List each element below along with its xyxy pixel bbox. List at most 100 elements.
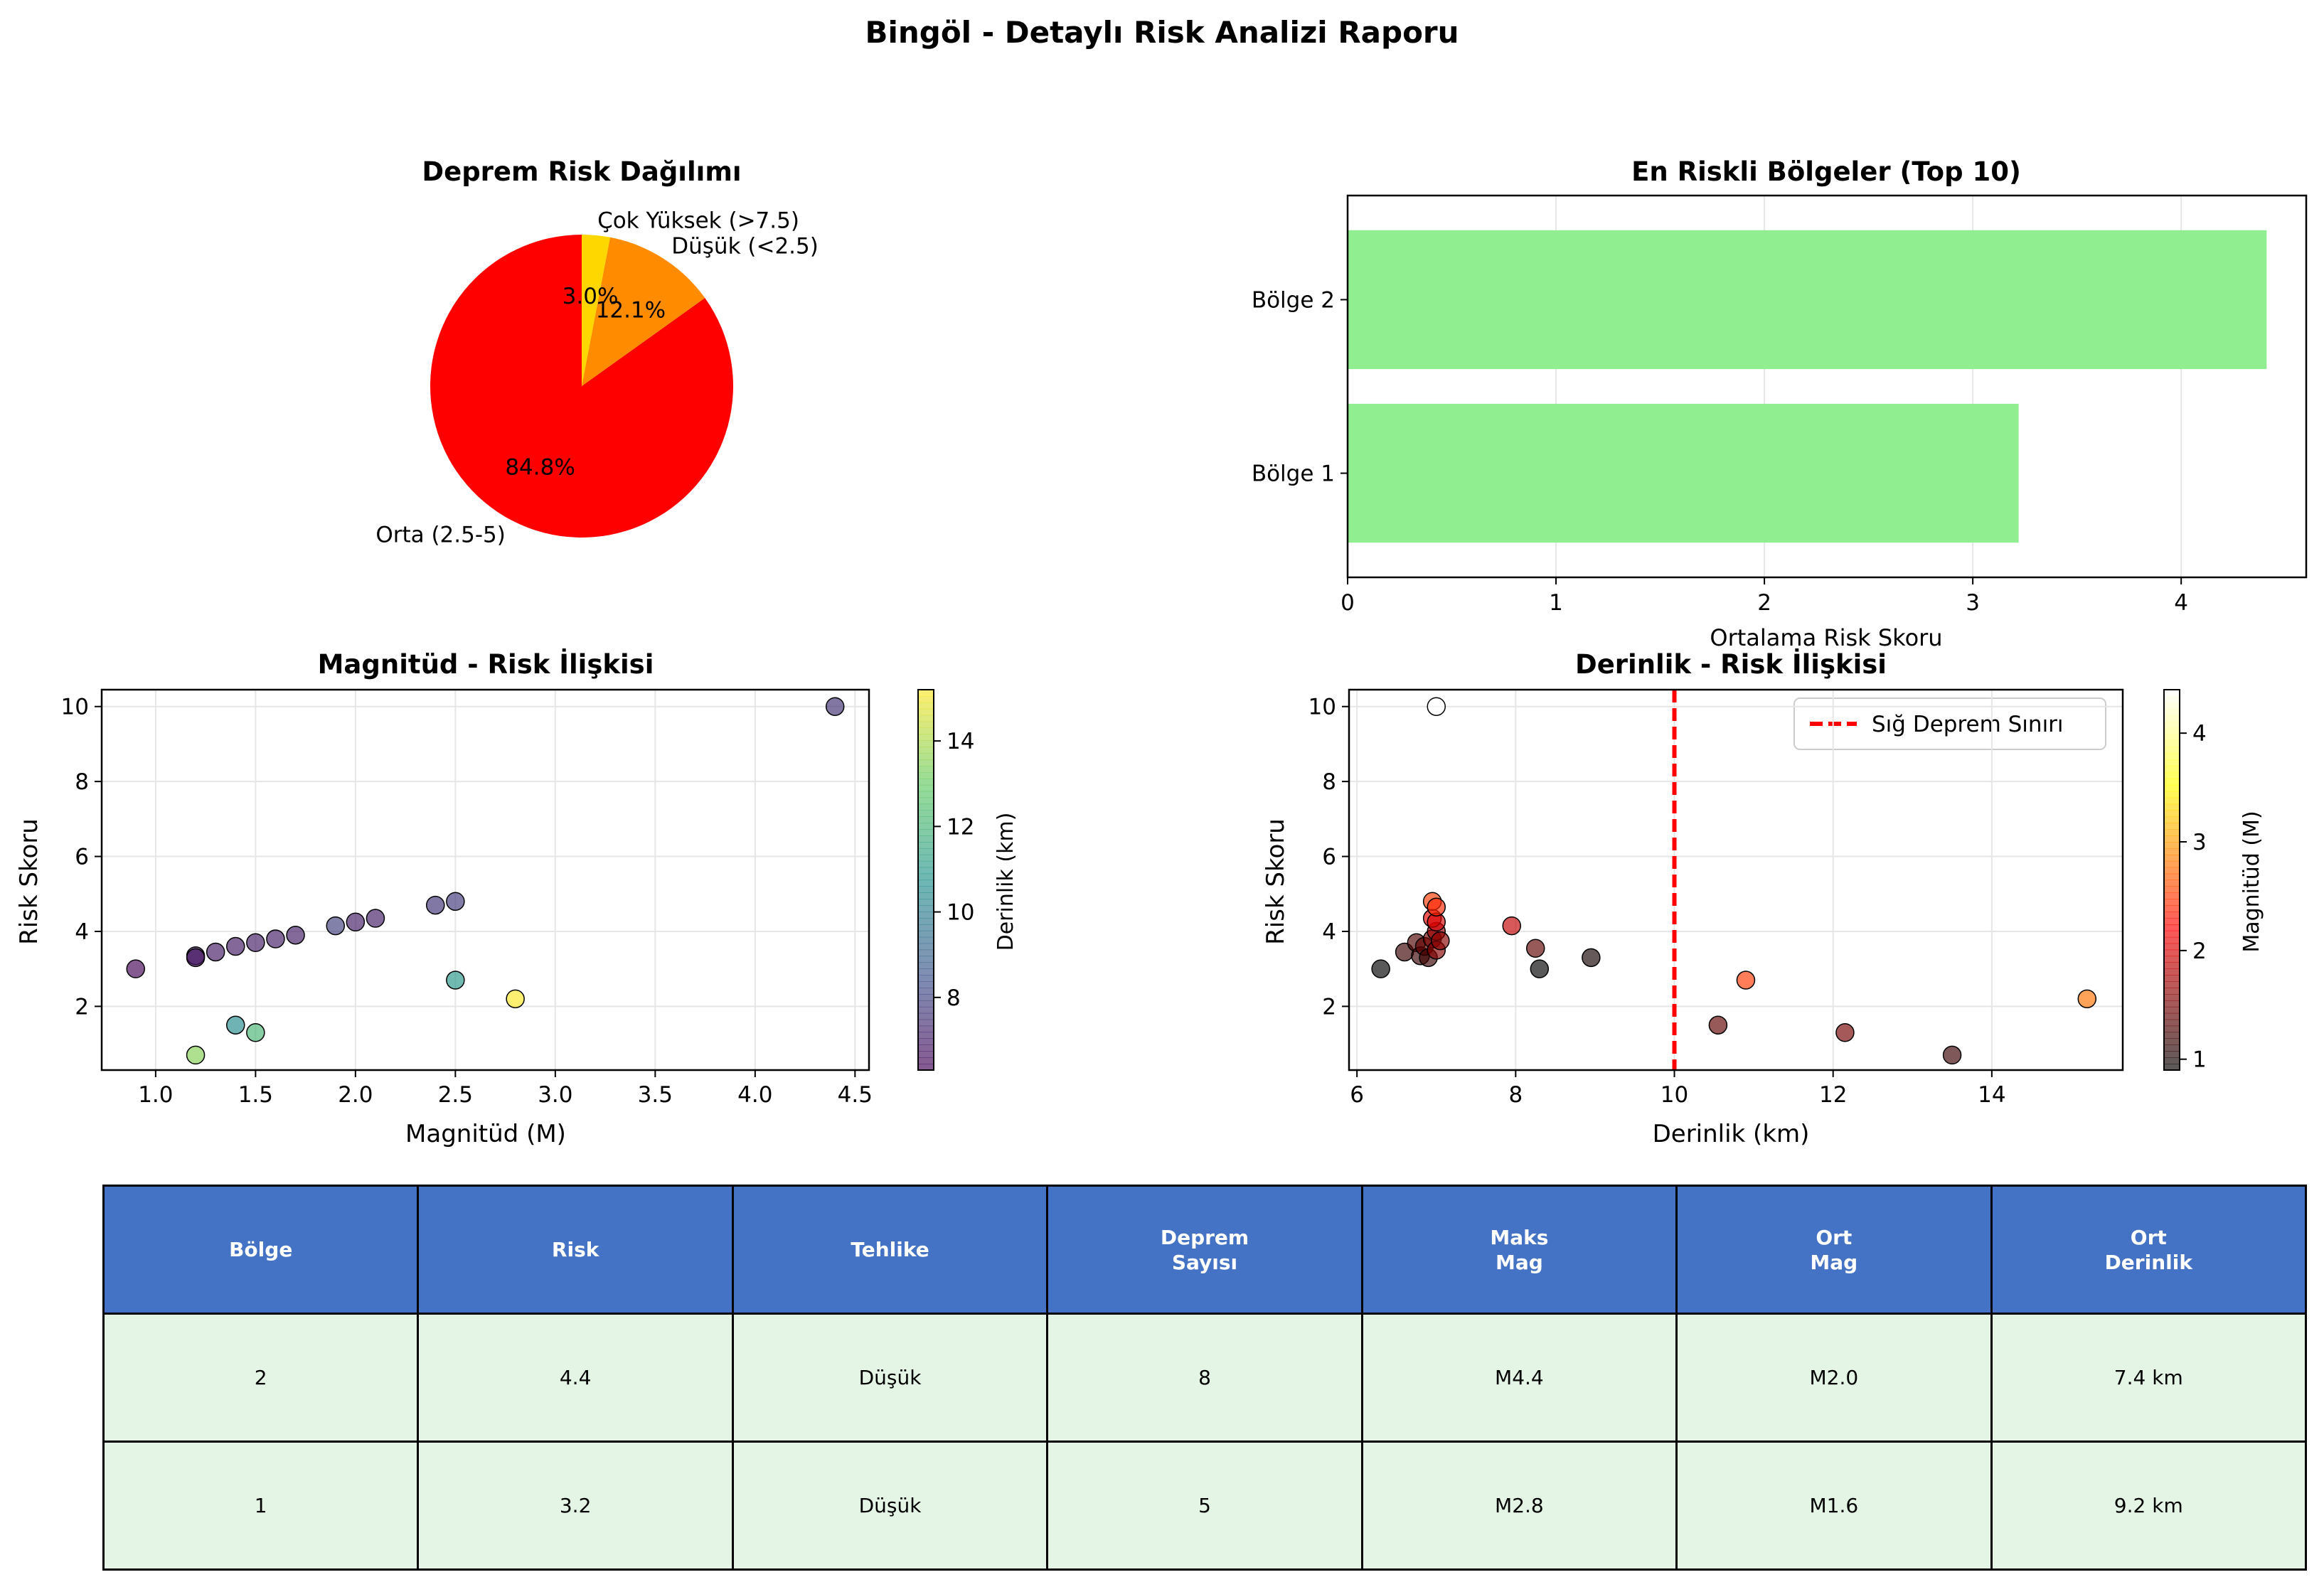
scatter-point bbox=[506, 989, 525, 1009]
table-cell: M4.4 bbox=[1360, 1313, 1678, 1443]
colorbar-segment bbox=[918, 1038, 934, 1045]
table-header: Tehlike bbox=[731, 1185, 1049, 1315]
x-tick-label: 10 bbox=[1661, 1082, 1688, 1108]
scatter-point bbox=[266, 929, 285, 948]
colorbar-segment bbox=[918, 899, 934, 906]
scatter-point bbox=[366, 909, 385, 928]
colorbar-segment bbox=[2164, 835, 2180, 843]
scatter2-ylabel: Risk Skoru bbox=[1262, 818, 1290, 945]
pie-title: Deprem Risk Dağılımı bbox=[422, 156, 741, 187]
colorbar-segment bbox=[918, 791, 934, 798]
colorbar-segment bbox=[918, 918, 934, 925]
scatter-point bbox=[1708, 1015, 1728, 1035]
colorbar-segment bbox=[2164, 1019, 2180, 1027]
colorbar-segment bbox=[2164, 690, 2180, 697]
depth-risk-scatter: Derinlik - Risk İlişkisi Derinlik (km) R… bbox=[1262, 648, 2264, 1148]
y-tick-label: 2 bbox=[1322, 994, 1336, 1020]
scatter-point bbox=[186, 948, 206, 968]
colorbar-segment bbox=[2164, 1000, 2180, 1008]
colorbar-segment bbox=[918, 816, 934, 823]
colorbar-segment bbox=[918, 880, 934, 887]
table-cell: 8 bbox=[1046, 1313, 1363, 1443]
scatter-point bbox=[1502, 916, 1522, 936]
colorbar-segment bbox=[918, 740, 934, 747]
plot-frame bbox=[100, 688, 870, 1071]
colorbar-segment bbox=[918, 1032, 934, 1039]
colorbar-segment bbox=[918, 1019, 934, 1027]
scatter-point bbox=[286, 925, 305, 945]
colorbar-segment bbox=[2164, 715, 2180, 722]
x-tick-label: 3 bbox=[1966, 590, 1980, 616]
colorbar-tick-label: 12 bbox=[947, 814, 974, 840]
colorbar-segment bbox=[2164, 930, 2180, 938]
colorbar-segment bbox=[918, 1012, 934, 1020]
colorbar-segment bbox=[2164, 759, 2180, 766]
colorbar-segment bbox=[918, 842, 934, 849]
table-header: Bölge bbox=[102, 1185, 420, 1315]
pie-percent-label: 3.0% bbox=[563, 284, 619, 309]
table-cell: 1 bbox=[102, 1441, 420, 1571]
x-tick-label: 2.0 bbox=[338, 1082, 373, 1108]
y-tick-label: 8 bbox=[1322, 769, 1336, 795]
colorbar-segment bbox=[2164, 994, 2180, 1001]
scatter-point bbox=[1942, 1045, 1962, 1065]
x-tick-label: 3.5 bbox=[638, 1082, 673, 1108]
scatter1-xlabel: Magnitüd (M) bbox=[405, 1120, 566, 1148]
pie-slice bbox=[582, 235, 610, 386]
colorbar-segment bbox=[2164, 943, 2180, 951]
colorbar-segment bbox=[2164, 1038, 2180, 1045]
scatter-point bbox=[326, 916, 346, 936]
legend-threshold-label: Sığ Deprem Sınırı bbox=[1872, 712, 2064, 737]
plot-frame bbox=[1348, 688, 2124, 1071]
x-tick-label: 1.0 bbox=[138, 1082, 173, 1108]
colorbar-segment bbox=[2164, 873, 2180, 881]
colorbar-segment bbox=[918, 848, 934, 855]
y-tick-label: 10 bbox=[61, 695, 89, 720]
colorbar-segment bbox=[918, 949, 934, 957]
colorbar-segment bbox=[918, 1006, 934, 1014]
table-cell: M1.6 bbox=[1675, 1441, 1993, 1571]
pie-percent-label: 12.1% bbox=[596, 297, 666, 323]
bar-title: En Riskli Bölgeler (Top 10) bbox=[1631, 156, 2021, 187]
x-tick-label: 12 bbox=[1819, 1082, 1847, 1108]
colorbar-segment bbox=[2164, 727, 2180, 735]
colorbar-segment bbox=[918, 778, 934, 786]
scatter-point bbox=[1736, 971, 1756, 990]
colorbar-segment bbox=[2164, 988, 2180, 995]
scatter-point bbox=[1431, 931, 1450, 951]
colorbar-segment bbox=[918, 690, 934, 697]
colorbar-segment bbox=[918, 695, 934, 703]
colorbar-segment bbox=[2164, 912, 2180, 919]
colorbar-segment bbox=[2164, 892, 2180, 899]
pie-slice-label: Düşük (<2.5) bbox=[671, 234, 819, 260]
colorbar-segment bbox=[918, 810, 934, 817]
y-tick-label: 6 bbox=[75, 845, 89, 870]
table-header: Ort Mag bbox=[1675, 1185, 1993, 1315]
scatter2-xlabel: Derinlik (km) bbox=[1653, 1120, 1810, 1148]
colorbar-frame bbox=[917, 689, 934, 1071]
colorbar-segment bbox=[918, 886, 934, 893]
colorbar-segment bbox=[2164, 721, 2180, 729]
colorbar-segment bbox=[918, 860, 934, 868]
colorbar-segment bbox=[918, 721, 934, 729]
colorbar-segment bbox=[2164, 854, 2180, 862]
colorbar-segment bbox=[2164, 949, 2180, 957]
colorbar-segment bbox=[918, 930, 934, 938]
colorbar-segment bbox=[918, 823, 934, 830]
y-tick-label: 4 bbox=[1322, 919, 1336, 945]
colorbar-segment bbox=[918, 702, 934, 710]
scatter-point bbox=[246, 1023, 265, 1042]
colorbar-segment bbox=[918, 835, 934, 843]
colorbar-segment bbox=[918, 943, 934, 951]
colorbar-segment bbox=[2164, 708, 2180, 716]
colorbar-segment bbox=[2164, 886, 2180, 893]
scatter-point bbox=[346, 912, 366, 932]
colorbar-segment bbox=[2164, 899, 2180, 906]
x-tick-label: 1.5 bbox=[238, 1082, 273, 1108]
table-header: Deprem Sayısı bbox=[1046, 1185, 1363, 1315]
colorbar-tick-label: 10 bbox=[947, 900, 974, 926]
scatter1-ylabel: Risk Skoru bbox=[15, 818, 43, 945]
y-tick-label: Bölge 2 bbox=[1252, 287, 1335, 313]
bar-xlabel: Ortalama Risk Skoru bbox=[1710, 624, 1942, 651]
x-tick-label: 8 bbox=[1508, 1082, 1523, 1108]
